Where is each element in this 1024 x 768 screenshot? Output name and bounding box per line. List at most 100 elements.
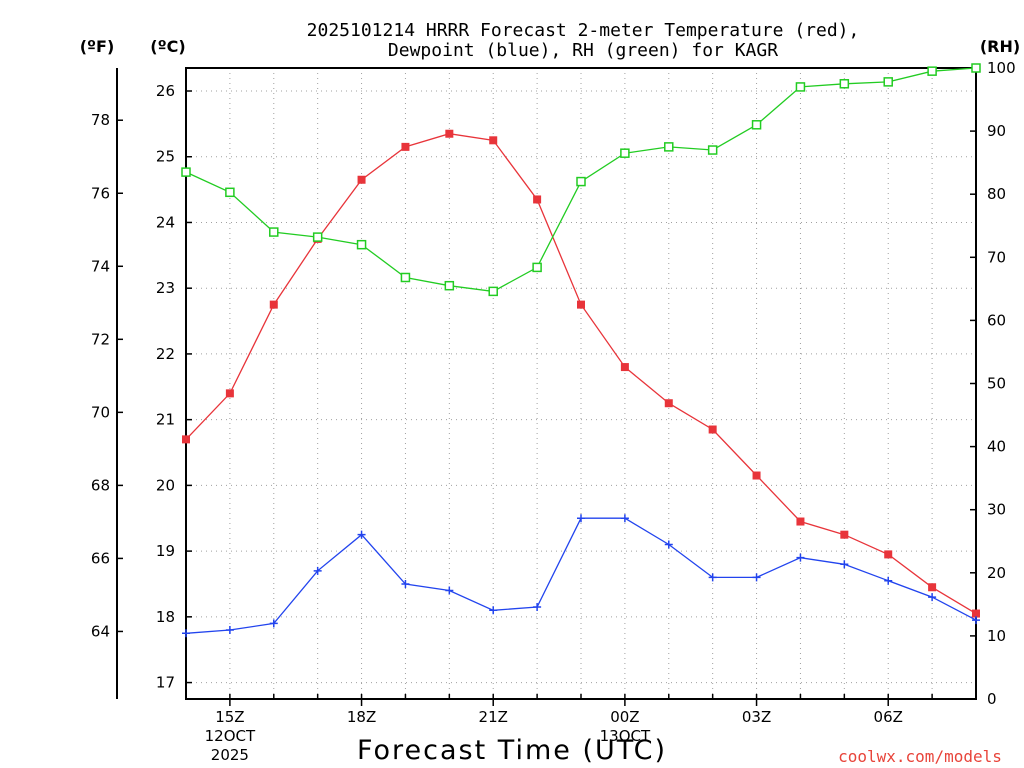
rh-data-point (356, 239, 367, 250)
celsius-tick-label: 24 (156, 213, 175, 231)
celsius-tick-label: 26 (156, 82, 175, 100)
temperature-data-point (269, 300, 278, 309)
temperature-data-point (884, 550, 893, 559)
fahrenheit-tick-label: 68 (91, 476, 110, 494)
temperature-data-point (182, 435, 190, 444)
dewpoint-data-point (577, 514, 585, 523)
dewpoint-data-point (928, 593, 937, 602)
rh-data-point (488, 286, 498, 297)
rh-data-point (883, 77, 893, 87)
temperature-data-point (708, 425, 717, 434)
rh-tick-label: 40 (987, 438, 1006, 456)
temperature-data-point (796, 517, 805, 526)
dewpoint-series-line (185, 517, 977, 634)
dewpoint-data-point (752, 573, 761, 582)
dewpoint-data-point (884, 576, 893, 585)
rh-tick-label: 50 (987, 375, 1006, 393)
x-tick-label: 21Z (479, 708, 508, 726)
celsius-tick-label: 23 (156, 279, 175, 297)
fahrenheit-tick-label: 78 (91, 111, 110, 129)
x-tick-label: 03Z (742, 708, 771, 726)
x-axis-label: Forecast Time (UTC) (357, 735, 667, 766)
rh-tick-label: 20 (987, 564, 1006, 582)
dewpoint-data-point (796, 553, 805, 562)
rh-data-point (532, 262, 542, 273)
rh-tick-label: 90 (987, 122, 1006, 140)
rh-data-point (444, 280, 455, 291)
dewpoint-data-point (182, 629, 190, 638)
dewpoint-data-point (269, 619, 278, 628)
grid-layer (185, 68, 977, 699)
temperature-data-point (445, 129, 454, 138)
rh-data-point (795, 82, 806, 92)
temperature-data-point (664, 399, 673, 408)
rh-unit-label: (RH) (980, 37, 1020, 56)
rh-data-point (225, 187, 235, 198)
fahrenheit-tick-label: 66 (91, 549, 110, 567)
temperature-data-point (577, 300, 585, 309)
series-layer (181, 63, 981, 638)
rh-data-point (620, 148, 630, 158)
x-tick-label: 06Z (874, 708, 903, 726)
temperature-data-point (972, 609, 980, 618)
temperature-data-point (489, 136, 498, 145)
dewpoint-data-point (357, 530, 366, 539)
rh-data-point (839, 79, 850, 89)
celsius-tick-label: 25 (156, 148, 175, 166)
temperature-data-point (840, 530, 849, 539)
celsius-tick-label: 22 (156, 345, 175, 363)
fahrenheit-tick-label: 76 (91, 184, 110, 202)
x-tick-date: 12OCT (205, 727, 256, 745)
rh-data-point (971, 63, 981, 73)
temperature-data-point (225, 389, 234, 398)
fahrenheit-tick-label: 64 (91, 622, 110, 640)
celsius-tick-label: 18 (156, 608, 175, 626)
rh-data-point (269, 227, 279, 237)
dewpoint-data-point (972, 616, 980, 625)
credit-text: coolwx.com/models (838, 747, 1002, 766)
rh-data-point (312, 232, 323, 242)
celsius-unit-label: (ºC) (150, 37, 185, 56)
dewpoint-data-point (620, 514, 629, 523)
dewpoint-data-point (489, 606, 498, 615)
x-tick-label: 18Z (347, 708, 376, 726)
temperature-data-point (752, 471, 761, 480)
chart-title-line2: Dewpoint (blue), RH (green) for KAGR (388, 40, 778, 61)
rh-data-point (751, 120, 762, 130)
rh-tick-label: 80 (987, 185, 1006, 203)
rh-data-point (664, 142, 674, 152)
rh-tick-label: 60 (987, 311, 1006, 329)
rh-data-point (181, 167, 191, 177)
fahrenheit-tick-label: 74 (91, 257, 110, 275)
rh-tick-label: 0 (987, 690, 997, 708)
celsius-tick-label: 19 (156, 542, 175, 560)
rh-tick-label: 70 (987, 248, 1006, 266)
dewpoint-data-point (708, 573, 717, 582)
x-tick-label: 00Z (610, 708, 639, 726)
rh-tick-label: 10 (987, 627, 1006, 645)
dewpoint-data-point (225, 625, 234, 634)
chart-title-line1: 2025101214 HRRR Forecast 2-meter Tempera… (307, 20, 860, 41)
fahrenheit-unit-label: (ºF) (80, 37, 115, 56)
rh-data-point (927, 66, 937, 76)
axis-layer: 64 66 68 70 72 74 76 78 17 18 19 20 21 22 23 24 25 26 0 10 2… (91, 59, 1016, 764)
x-tick-date: 13OCT (600, 727, 651, 745)
rh-data-point (400, 272, 411, 283)
celsius-tick-label: 20 (156, 476, 175, 494)
rh-tick-label: 100 (987, 59, 1016, 77)
temperature-data-point (928, 583, 937, 592)
fahrenheit-tick-label: 72 (91, 330, 110, 348)
rh-tick-label: 30 (987, 501, 1006, 519)
rh-data-point (576, 176, 586, 187)
dewpoint-data-point (401, 579, 410, 588)
x-tick-label: 15Z (215, 708, 244, 726)
fahrenheit-tick-label: 70 (91, 403, 110, 421)
dewpoint-data-point (445, 586, 454, 595)
dewpoint-data-point (313, 566, 322, 575)
celsius-tick-label: 17 (156, 674, 175, 692)
dewpoint-data-point (533, 602, 542, 611)
temperature-data-point (401, 142, 410, 151)
x-tick-year: 2025 (211, 746, 249, 764)
temperature-data-point (357, 175, 366, 184)
